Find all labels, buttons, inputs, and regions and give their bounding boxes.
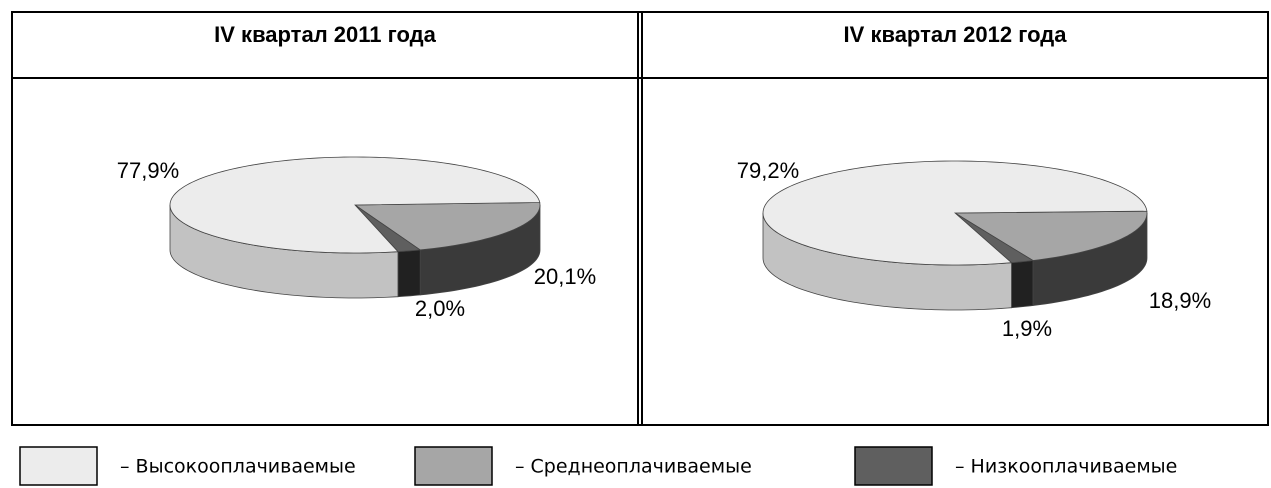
pie-slice — [953, 210, 1148, 261]
table-border — [11, 11, 1269, 426]
data-label: 77,9% — [117, 158, 179, 183]
legend-label: – Низкооплачиваемые — [955, 456, 1177, 478]
legend-label: – Высокооплачиваемые — [120, 456, 356, 478]
pie-side — [397, 249, 421, 298]
legend-swatch — [414, 446, 493, 486]
pie-side — [1011, 260, 1034, 309]
pie-slice — [762, 160, 1148, 266]
data-label: 79,2% — [737, 158, 799, 183]
chart-title: IV квартал 2011 года — [214, 22, 436, 47]
chart-title: IV квартал 2012 года — [844, 22, 1068, 47]
pie-slice — [169, 156, 541, 254]
data-label: 2,0% — [415, 296, 465, 321]
legend-label: – Среднеоплачиваемые — [515, 456, 752, 478]
data-label: 20,1% — [534, 264, 596, 289]
legend-swatch — [19, 446, 98, 486]
pie-slice — [353, 202, 541, 251]
data-label: 1,9% — [1002, 316, 1052, 341]
legend-swatch — [854, 446, 933, 486]
data-label: 18,9% — [1149, 288, 1211, 313]
